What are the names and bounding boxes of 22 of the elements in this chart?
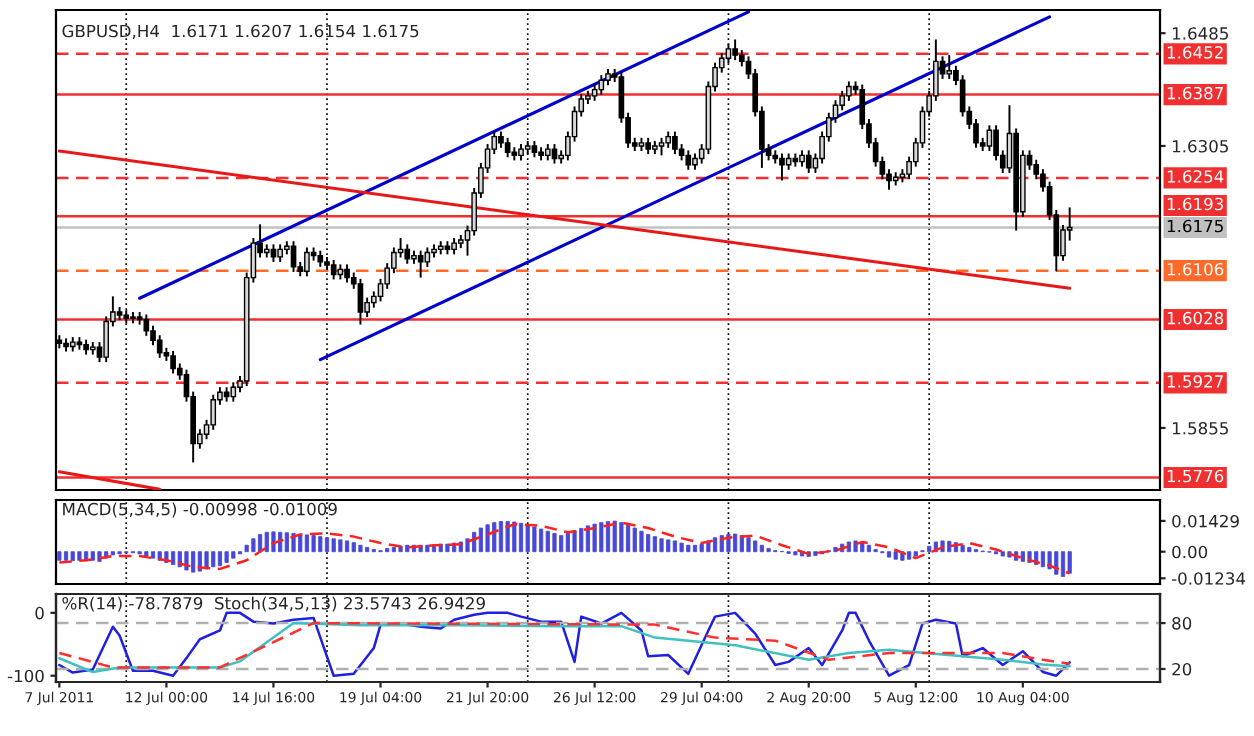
ref-line-label: 1.5776 bbox=[1167, 469, 1224, 483]
y2-tick-label: 20 bbox=[1172, 662, 1192, 676]
y-tick-label: -100 bbox=[7, 669, 44, 683]
y-tick-label: 0.01429 bbox=[1172, 514, 1239, 528]
y-tick-label: 1.6305 bbox=[1172, 139, 1228, 153]
y-tick-label: 1.6485 bbox=[1172, 27, 1228, 40]
chart-title: MACD(5,34,5) -0.00998 -0.01009 bbox=[63, 502, 337, 518]
y-tick-label: 1.5855 bbox=[1172, 421, 1228, 435]
ref-line-label: 1.6193 bbox=[1167, 197, 1223, 211]
ref-line-label: 1.6175 bbox=[1167, 219, 1223, 233]
ref-line-label: 1.6028 bbox=[1167, 311, 1224, 325]
text: GBPUSD,H4 1.6171 1.6207 1.6154 1.6175 bbox=[62, 24, 419, 39]
ref-line-label: 1.6452 bbox=[1167, 46, 1223, 59]
ref-line-label: 1.6106 bbox=[1167, 262, 1224, 276]
chart-title: %R(14) -78.7879 Stoch(34,5,13) 23.5743 26.9429 bbox=[62, 596, 485, 612]
y-tick-label: -0.01234 bbox=[1171, 572, 1246, 585]
ref-line-label: 1.6254 bbox=[1167, 170, 1224, 183]
y2-tick-label: 80 bbox=[1172, 617, 1192, 630]
y-tick-label: 0 bbox=[35, 606, 44, 620]
y-tick-label: 0.00 bbox=[1172, 545, 1208, 559]
ref-line-label: 1.5927 bbox=[1167, 375, 1223, 388]
ref-line-label: 1.6387 bbox=[1167, 86, 1223, 100]
